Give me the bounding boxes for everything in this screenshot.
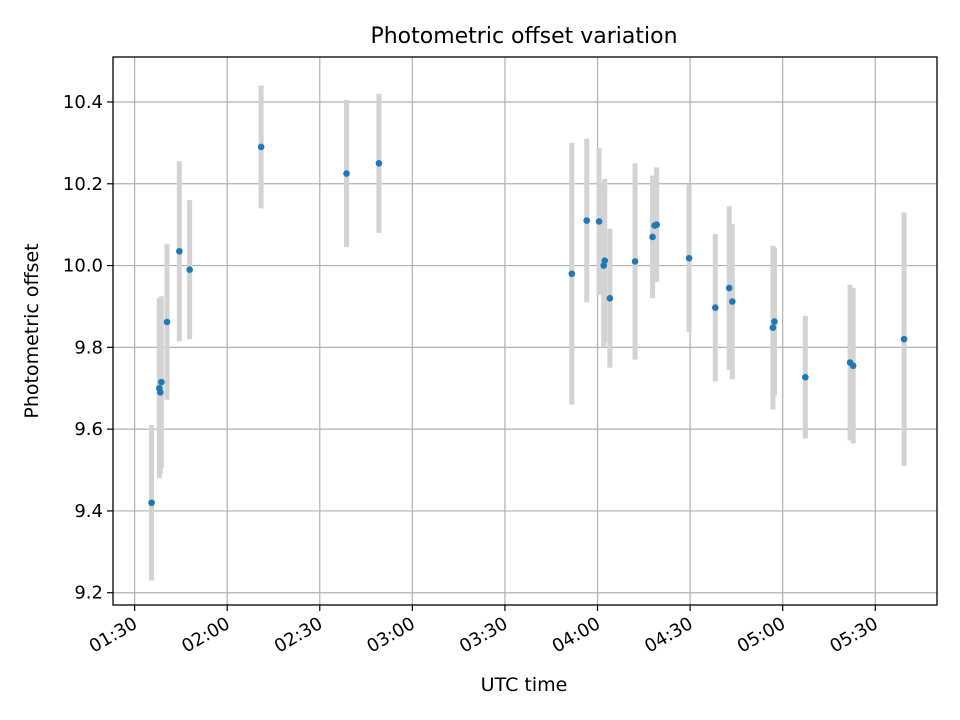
data-point <box>163 318 171 326</box>
data-point <box>568 270 576 278</box>
x-tick-label: 04:00 <box>549 613 604 657</box>
y-tick-label: 9.6 <box>74 419 103 440</box>
x-tick-label: 02:30 <box>271 613 326 657</box>
data-point <box>712 304 719 311</box>
data-point <box>186 266 193 273</box>
data-point <box>802 373 809 381</box>
data-point <box>606 294 614 302</box>
data-point <box>595 218 603 225</box>
data-point <box>600 262 607 269</box>
data-point <box>257 143 265 151</box>
grid-layer <box>113 57 937 605</box>
x-tick-label: 05:30 <box>826 613 881 657</box>
y-tick-label: 9.2 <box>74 583 103 604</box>
data-point <box>157 389 164 396</box>
data-point <box>158 378 165 386</box>
data-point <box>685 254 693 262</box>
y-tick-label: 10.4 <box>63 92 103 113</box>
data-point <box>771 318 778 325</box>
data-point <box>769 324 777 332</box>
point-layer <box>148 143 908 507</box>
data-point <box>148 499 155 507</box>
y-axis-label: Photometric offset <box>21 243 43 418</box>
y-tick-label: 9.8 <box>74 337 103 358</box>
y-tick-label: 10.0 <box>63 256 103 277</box>
errorbar-layer <box>149 85 907 581</box>
data-point <box>653 221 660 228</box>
y-tick-label: 9.4 <box>74 501 103 522</box>
data-point <box>900 335 908 343</box>
y-axis: 9.2 9.4 9.6 9.8 10.0 10.2 10.4 <box>63 92 113 604</box>
x-tick-label: 03:30 <box>456 613 511 657</box>
data-point <box>649 233 656 241</box>
x-axis-label: UTC time <box>481 674 568 696</box>
data-point <box>176 247 183 255</box>
chart-title: Photometric offset variation <box>370 24 677 49</box>
x-tick-label: 02:00 <box>178 613 233 657</box>
data-point <box>849 362 857 370</box>
x-tick-label: 04:30 <box>641 613 696 657</box>
data-point <box>631 258 639 265</box>
x-axis: 01:30 02:00 02:30 03:00 03:30 04:00 04:30 05:00… <box>86 605 882 657</box>
x-tick-label: 03:00 <box>363 613 418 657</box>
data-point <box>601 257 609 264</box>
data-point <box>728 298 736 305</box>
data-point <box>375 160 383 167</box>
y-tick-label: 10.2 <box>63 174 103 195</box>
data-point <box>725 284 733 292</box>
x-tick-label: 05:00 <box>734 613 789 657</box>
x-tick-label: 01:30 <box>86 613 141 657</box>
plot-frame <box>112 56 938 606</box>
data-point <box>583 217 591 224</box>
data-point <box>343 170 350 177</box>
